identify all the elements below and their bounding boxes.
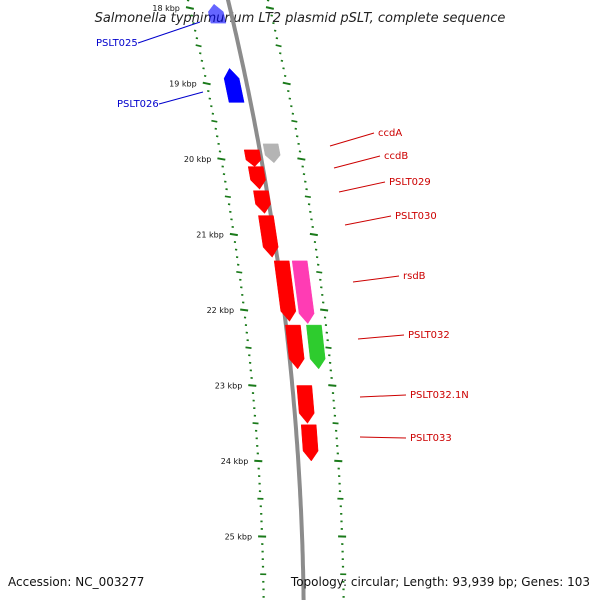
gene-leader-line [137, 21, 201, 44]
gene-PSLT032 [306, 324, 326, 370]
outer-tick [316, 270, 323, 274]
outer-tick [287, 89, 290, 93]
gene-ccdA [262, 143, 281, 164]
outer-tick [295, 135, 299, 138]
gene-label-PSLT030: PSLT030 [395, 211, 437, 222]
kbp-label: 24 kbp [221, 457, 249, 466]
gene-label-PSLT025: PSLT025 [96, 38, 138, 49]
gene-PSLT029 [247, 166, 266, 190]
kbp-label: 22 kbp [207, 306, 235, 315]
outer-tick [304, 195, 311, 199]
summary-text: Topology: circular; Length: 93,939 bp; G… [290, 575, 590, 589]
inner-tick [202, 81, 211, 86]
outer-tick [332, 422, 339, 425]
inner-tick [236, 270, 243, 274]
inner-tick [186, 0, 190, 2]
kbp-label: 19 kbp [169, 80, 197, 89]
inner-tick [193, 29, 197, 32]
gene-leader-line [158, 91, 204, 105]
gene-label-PSLT032: PSLT032 [408, 330, 450, 341]
map-title: Salmonella typhimurium LT2 plasmid pSLT,… [95, 11, 506, 26]
inner-tick-ring [185, 0, 267, 598]
gene-label-rsdB: rsdB [403, 271, 426, 282]
gene-rsdB [291, 260, 315, 325]
inner-tick [185, 6, 195, 10]
inner-tick [229, 232, 238, 237]
inner-tick [224, 195, 231, 199]
gene-PSLT033 [300, 424, 319, 462]
gene-PSLT030b [258, 215, 279, 258]
outer-tick [320, 308, 329, 312]
gene-PSLT026 [223, 67, 245, 103]
outer-tick [290, 105, 293, 108]
gene-leader-line [359, 394, 407, 398]
gene-PSLT025 [208, 3, 227, 24]
gene-label-PSLT032-1N: PSLT032.1N [410, 390, 469, 401]
kbp-label: 23 kbp [215, 382, 243, 391]
outer-tick [265, 6, 275, 10]
inner-tick [210, 105, 213, 108]
outer-tick [283, 74, 287, 78]
gene-leader-line [352, 275, 400, 283]
gene-label-PSLT033: PSLT033 [410, 433, 452, 444]
gene-label-ccdB: ccdB [384, 151, 408, 162]
outer-tick [325, 346, 332, 349]
gene-leader-line [329, 132, 375, 147]
gene-PSLT032a [273, 260, 297, 322]
inner-tick [211, 119, 218, 123]
gene-labels: PSLT025 PSLT026 ccdA ccdB PSLT029 PSLT030 rsdB… [96, 21, 469, 444]
outer-tick [328, 384, 337, 387]
outer-tick [270, 14, 273, 17]
gene-leader-line [359, 436, 407, 439]
inner-tick [207, 89, 210, 93]
outer-tick [297, 157, 306, 161]
gene-PSLT032-1N [296, 385, 315, 424]
outer-tick [282, 81, 291, 86]
inner-tick [254, 459, 263, 463]
gene-PSLT032b [285, 324, 305, 370]
inner-tick [215, 135, 219, 138]
gene-label-PSLT029: PSLT029 [389, 177, 431, 188]
gene-leader-line [357, 334, 405, 340]
gene-label-ccdA: ccdA [378, 128, 402, 139]
inner-tick [200, 59, 204, 62]
gene-leader-line [333, 155, 381, 169]
outer-tick [273, 29, 277, 32]
inner-tick [195, 44, 202, 48]
inner-tick [203, 74, 207, 78]
gene-leader-line [344, 215, 392, 226]
outer-tick [334, 459, 343, 463]
inner-tick [248, 384, 257, 387]
inner-tick [245, 346, 252, 349]
gene-features [208, 3, 326, 462]
outer-tick [280, 59, 284, 62]
gene-label-PSLT026: PSLT026 [117, 99, 159, 110]
accession-text: Accession: NC_003277 [8, 575, 144, 589]
kbp-label: 18 kbp [152, 4, 180, 13]
outer-tick [275, 44, 282, 48]
inner-tick [252, 422, 259, 425]
inner-tick [240, 308, 249, 312]
gene-ccdB [243, 149, 262, 167]
gene-PSLT030 [253, 190, 271, 214]
outer-tick-ring [265, 0, 347, 598]
kbp-labels: 18 kbp 19 kbp 20 kbp 21 kbp 22 kbp 23 kbp 24 k… [152, 4, 252, 542]
kbp-label: 20 kbp [184, 155, 212, 164]
kbp-label: 21 kbp [196, 231, 224, 240]
inner-tick [217, 157, 226, 161]
outer-tick [309, 232, 318, 237]
kbp-label: 25 kbp [225, 533, 253, 542]
gene-leader-line [338, 181, 386, 193]
outer-tick [266, 0, 270, 2]
inner-tick [190, 14, 193, 17]
outer-tick [291, 119, 298, 123]
